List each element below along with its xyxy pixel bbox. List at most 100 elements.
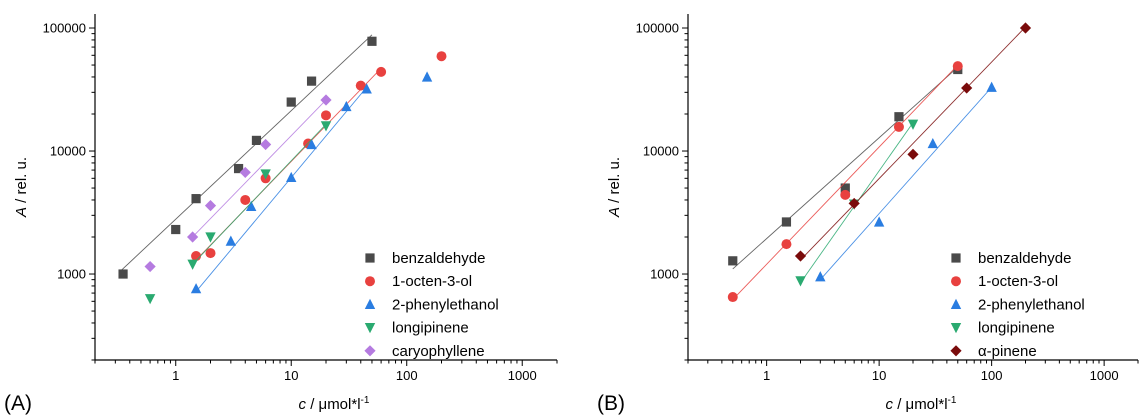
- chart-panel-a: 1 10 100 1000 1000 10000 100000 c / μmol*l-1 A /…: [4, 14, 558, 415]
- x-axis-label-var: c: [299, 396, 307, 413]
- data-point: [894, 112, 904, 122]
- legend-label: longipinene: [392, 320, 469, 337]
- y-tick-label: 10000: [643, 144, 679, 159]
- y-tick-label: 100000: [636, 21, 679, 36]
- legend-marker: [951, 253, 961, 263]
- fit-line: [119, 34, 373, 272]
- data-point: [191, 194, 201, 204]
- data-point: [1019, 22, 1032, 34]
- data-point: [187, 231, 199, 243]
- data-point: [260, 138, 272, 151]
- x-axis-label-unit: / μmol*l: [306, 396, 361, 413]
- data-point: [286, 97, 296, 107]
- x-axis-label-sup: -1: [948, 395, 957, 406]
- data-point: [204, 199, 217, 212]
- data-point: [367, 36, 377, 46]
- x-axis-label: c / μmol*l-1: [299, 395, 370, 413]
- data-point: [728, 256, 738, 266]
- legend-marker: [364, 345, 376, 357]
- data-point: [361, 83, 372, 94]
- data-point: [286, 171, 297, 183]
- legend-marker: [364, 298, 376, 309]
- series-1: [727, 61, 963, 303]
- legend-marker: [365, 253, 375, 263]
- data-point: [927, 137, 939, 149]
- series-2: [815, 81, 997, 282]
- data-point: [245, 200, 257, 211]
- legend-label: caryophyllene: [392, 343, 485, 360]
- data-point: [781, 217, 792, 227]
- legend: benzaldehyde 1-octen-3-ol 2-phenylethanol l…: [364, 250, 499, 360]
- fit-line: [192, 99, 327, 238]
- x-tick-label: 10: [284, 368, 298, 383]
- x-axis-label: c / μmol*l-1: [886, 395, 957, 413]
- data-point: [961, 82, 973, 94]
- fit-line: [732, 64, 959, 300]
- x-axis-label-var: c: [886, 396, 894, 413]
- legend-label: 1-octen-3-ol: [978, 273, 1058, 290]
- data-point: [421, 71, 433, 82]
- data-point: [341, 100, 352, 112]
- data-point: [320, 94, 332, 106]
- data-point: [225, 235, 237, 246]
- data-point: [781, 239, 792, 250]
- data-point: [144, 294, 156, 305]
- legend: benzaldehyde 1-octen-3-ol 2-phenylethanol l…: [950, 250, 1085, 360]
- data-point: [306, 76, 317, 86]
- data-point: [815, 271, 826, 282]
- data-point: [190, 283, 202, 294]
- data-point: [907, 119, 919, 130]
- fit-line: [800, 26, 1026, 261]
- data-point: [848, 197, 860, 210]
- data-point: [794, 250, 807, 262]
- x-axis-label-unit: / μmol*l: [893, 396, 948, 413]
- y-tick-label: 1000: [650, 267, 679, 282]
- y-axis-label: A / rel. u.: [606, 157, 623, 218]
- data-point: [355, 80, 366, 91]
- data-point: [240, 194, 251, 205]
- legend-marker: [365, 276, 375, 287]
- data-point: [187, 259, 198, 270]
- legend-label: 1-octen-3-ol: [392, 273, 472, 290]
- data-point: [795, 276, 806, 287]
- x-tick-label: 1: [172, 368, 179, 383]
- legend-label: 2-phenylethanol: [392, 296, 499, 313]
- data-point: [205, 232, 216, 243]
- chart-panel-b: 1 10 100 1000 1000 10000 100000 c / μmol*l-1 A /…: [597, 14, 1139, 415]
- x-tick-label: 1000: [1090, 368, 1119, 383]
- y-tick-label: 100000: [43, 21, 86, 36]
- data-point: [191, 251, 202, 262]
- legend-label: longipinene: [978, 320, 1055, 337]
- data-point: [171, 224, 181, 235]
- panel-label: (A): [4, 392, 32, 415]
- legend-marker: [950, 298, 962, 309]
- series-4: [144, 94, 332, 273]
- series-4: [794, 22, 1032, 262]
- y-axis-label-unit: / rel. u.: [606, 157, 623, 207]
- series-1: [191, 51, 447, 262]
- x-tick-label: 10: [872, 368, 886, 383]
- data-point: [907, 148, 919, 160]
- x-tick-label: 100: [396, 368, 418, 383]
- x-tick-label: 1: [763, 368, 770, 383]
- data-point: [893, 121, 904, 132]
- data-point: [727, 292, 738, 303]
- series-2: [190, 71, 433, 294]
- data-point: [376, 66, 387, 77]
- legend-marker: [951, 276, 961, 287]
- series-3: [144, 121, 332, 305]
- legend-label: benzaldehyde: [978, 250, 1071, 267]
- legend-marker: [364, 323, 376, 334]
- panel-label: (B): [597, 392, 625, 415]
- data-point: [118, 269, 128, 279]
- data-point: [321, 110, 331, 121]
- series-0: [728, 64, 963, 270]
- data-point: [840, 189, 851, 200]
- legend-marker: [950, 345, 962, 357]
- fit-line: [732, 66, 959, 270]
- fit-line: [192, 123, 327, 265]
- data-point: [144, 260, 156, 273]
- data-point: [239, 166, 251, 179]
- legend-marker: [950, 323, 962, 334]
